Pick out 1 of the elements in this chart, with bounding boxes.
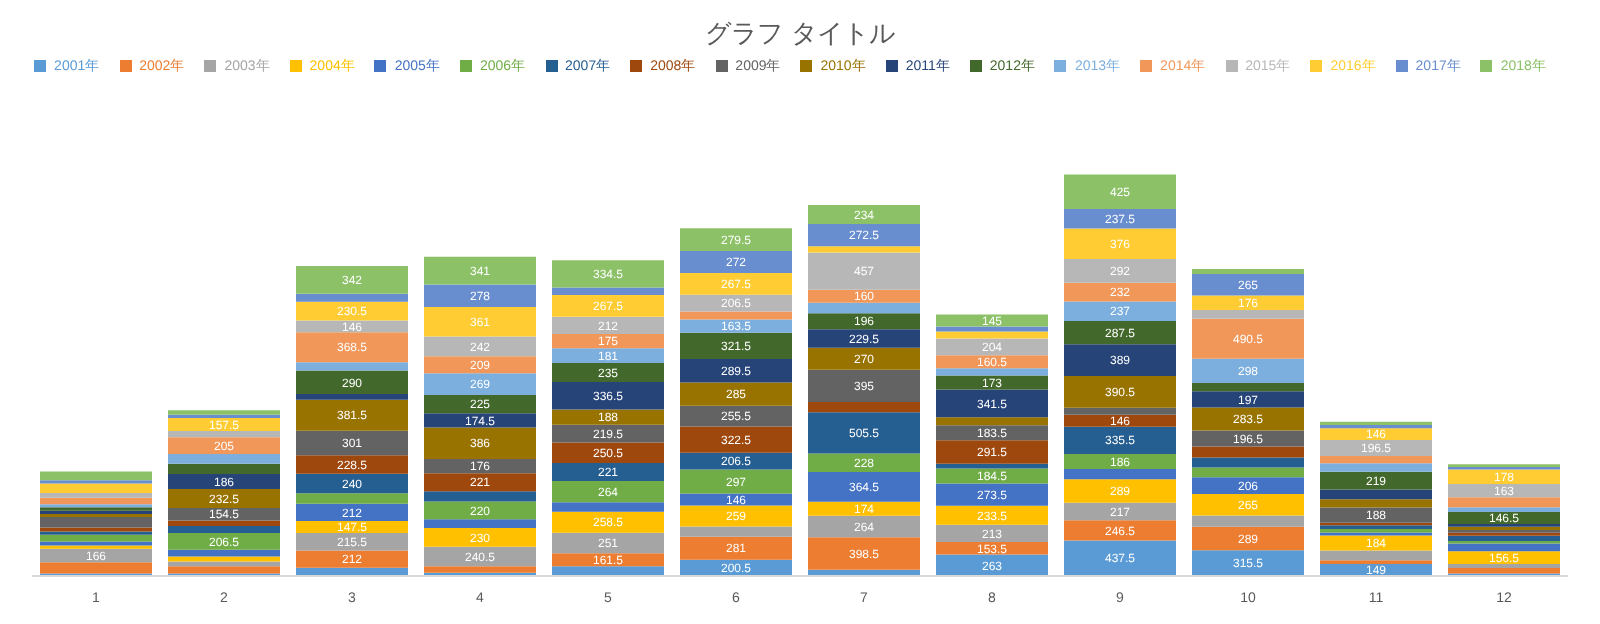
chart-title: グラフ タイトル: [703, 16, 897, 52]
